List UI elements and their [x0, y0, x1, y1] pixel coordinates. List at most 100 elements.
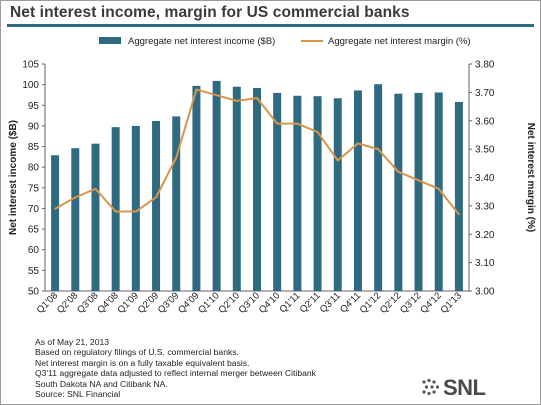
margin-point — [256, 97, 258, 99]
right-tick-label: 3.00 — [475, 287, 495, 298]
x-tick-label: Q3'10 — [237, 290, 263, 316]
footnote-line: South Dakota NA and Citibank NA. — [35, 378, 168, 389]
legend-label-bar: Aggregate net interest income ($B) — [128, 36, 275, 47]
bar — [172, 116, 181, 291]
margin-point — [458, 213, 460, 216]
right-tick-label: 3.40 — [475, 173, 495, 184]
left-tick-label: 50 — [28, 287, 40, 298]
right-tick-label: 3.10 — [475, 258, 495, 269]
bar — [253, 87, 261, 292]
left-tick-label: 105 — [22, 60, 39, 71]
margin-point — [195, 88, 198, 91]
x-tick-label: Q2'10 — [216, 290, 242, 316]
margin-point — [175, 156, 178, 159]
bar — [454, 101, 463, 291]
x-tick-label: Q4'11 — [338, 290, 363, 315]
x-tick-label: Q2'12 — [378, 290, 404, 316]
left-tick-label: 60 — [28, 245, 40, 256]
margin-point — [336, 159, 339, 162]
left-tick-label: 85 — [28, 142, 40, 153]
bar — [91, 143, 100, 291]
margin-point — [235, 99, 238, 102]
bar — [394, 93, 403, 291]
margin-point — [397, 170, 400, 173]
bar — [111, 127, 120, 291]
bar — [71, 148, 80, 291]
bar — [414, 92, 423, 292]
x-tick-label: Q2'09 — [136, 290, 162, 316]
legend-swatch-bar — [99, 37, 121, 44]
margin-point — [296, 122, 299, 125]
margin-point — [74, 196, 77, 199]
margin-point — [215, 94, 218, 97]
left-tick-label: 65 — [28, 225, 40, 236]
margin-point — [357, 142, 359, 145]
x-tick-label: Q2'08 — [55, 290, 81, 316]
bar — [51, 155, 60, 291]
left-tick-label: 70 — [28, 204, 40, 215]
bar — [152, 120, 161, 291]
x-tick-label: Q4'08 — [95, 290, 121, 316]
title-rule — [7, 24, 534, 27]
margin-point — [134, 210, 137, 213]
snl-logo-text: SNL — [443, 375, 486, 400]
x-tick-label: Q1'11 — [277, 290, 302, 315]
x-tick-label: Q4'12 — [418, 290, 444, 316]
margin-point — [417, 179, 420, 182]
x-tick-label: Q3'12 — [398, 290, 424, 316]
left-tick-label: 80 — [28, 163, 40, 174]
bar — [333, 98, 342, 291]
left-tick-label: 75 — [28, 183, 40, 194]
right-tick-label: 3.60 — [475, 116, 495, 127]
footnote-line: Source: SNL Financial — [35, 389, 121, 400]
left-tick-label: 55 — [28, 266, 40, 277]
y-axis-title: Net interest income ($B) — [8, 120, 19, 235]
left-tick-label: 100 — [22, 80, 39, 91]
x-tick-label: Q1'09 — [115, 290, 141, 316]
x-tick-label: Q3'11 — [318, 290, 343, 315]
margin-point — [316, 131, 319, 134]
footnotes: As of May 21, 2013 Based on regulatory fi… — [35, 337, 316, 399]
x-tick-label: Q4'09 — [176, 290, 202, 316]
margin-point — [437, 187, 440, 190]
footnote-line: As of May 21, 2013 — [35, 337, 110, 347]
bar — [273, 92, 282, 292]
bar — [131, 125, 140, 291]
x-tick-label: Q3'08 — [75, 290, 101, 316]
right-tick-label: 3.80 — [475, 60, 495, 71]
snl-logo-dots-icon — [422, 378, 440, 396]
bar — [313, 96, 322, 292]
snl-logo: SNL — [421, 375, 531, 401]
x-tick-label: Q3'09 — [156, 290, 182, 316]
combo-chart: Aggregate net interest income ($B) Aggreg… — [8, 36, 536, 316]
margin-point — [114, 210, 117, 213]
right-tick-label: 3.20 — [475, 230, 495, 241]
footnote-line: Q3'11 aggregate data adjusted to reflect… — [35, 368, 316, 379]
x-tick-label: Q2'11 — [298, 290, 323, 315]
margin-point — [94, 187, 97, 190]
footnote-line: Net interest margin is on a fully taxabl… — [35, 357, 250, 368]
margin-point — [276, 122, 279, 125]
left-tick-label: 95 — [28, 101, 40, 112]
bar — [212, 80, 221, 292]
bar — [374, 84, 383, 291]
bar — [434, 92, 443, 291]
y2-axis-title: Net interest margin (%) — [525, 123, 536, 232]
margin-point — [155, 196, 157, 199]
margin-point — [54, 207, 56, 210]
bar — [232, 86, 241, 291]
legend-label-line: Aggregate net interest margin (%) — [328, 36, 471, 47]
right-tick-label: 3.70 — [475, 88, 495, 99]
left-tick-label: 90 — [28, 121, 40, 132]
bar — [293, 95, 302, 291]
right-tick-label: 3.30 — [475, 201, 495, 212]
bar — [192, 85, 201, 291]
x-tick-label: Q1'12 — [358, 290, 384, 316]
chart-title: Net interest income, margin for US comme… — [10, 4, 410, 21]
bar — [353, 90, 362, 291]
right-tick-label: 3.50 — [475, 145, 495, 156]
footnote-line: Based on regulatory filings of U.S. comm… — [35, 347, 239, 358]
x-tick-label: Q1'10 — [196, 290, 222, 316]
x-tick-label: Q4'10 — [257, 290, 283, 316]
